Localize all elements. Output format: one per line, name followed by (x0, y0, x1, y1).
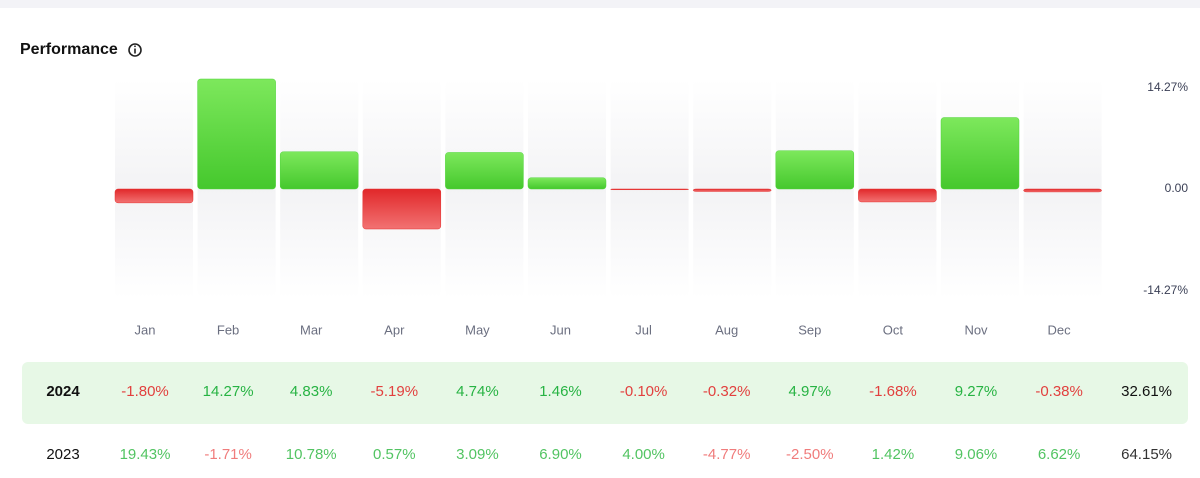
x-tick-label: Sep (798, 322, 821, 337)
table-cell: 2024 (46, 383, 80, 400)
x-tick-label: Mar (300, 322, 323, 337)
table-cell: -5.19% (371, 383, 419, 400)
table-cell: 64.15% (1121, 446, 1172, 463)
table-cell: 1.46% (539, 383, 582, 400)
table-cell: -4.77% (703, 446, 751, 463)
table-cell: -2.50% (786, 446, 834, 463)
x-tick-label: Feb (217, 322, 239, 337)
table-cell: 32.61% (1121, 383, 1172, 400)
x-tick-label: Apr (384, 322, 405, 337)
table-cell: 6.62% (1038, 446, 1081, 463)
table-cell: 4.74% (456, 383, 499, 400)
x-tick-label: Dec (1048, 322, 1072, 337)
x-tick-label: Aug (715, 322, 738, 337)
table-cell: 4.97% (789, 383, 832, 400)
bar (610, 188, 689, 191)
bar (940, 117, 1020, 190)
table-cell: -0.38% (1035, 383, 1083, 400)
highlight-row (22, 362, 1188, 424)
table-cell: 19.43% (120, 446, 171, 463)
bar (775, 150, 855, 190)
bar (692, 188, 772, 192)
bar (362, 188, 442, 230)
table-cell: -1.68% (869, 383, 917, 400)
bar (1023, 188, 1102, 193)
x-tick-label: Jun (550, 322, 571, 337)
bar (197, 78, 276, 190)
y-tick-label: -14.27% (1143, 283, 1188, 297)
bar (445, 152, 524, 190)
table-cell: -0.32% (703, 383, 751, 400)
x-tick-label: Jan (135, 322, 156, 337)
bar (279, 151, 359, 190)
table-cell: -0.10% (620, 383, 668, 400)
table-cell: -1.71% (204, 446, 252, 463)
table-cell: 3.09% (456, 446, 499, 463)
table-cell: 4.00% (622, 446, 665, 463)
table-cell: 4.83% (290, 383, 333, 400)
table-cell: 9.06% (955, 446, 998, 463)
title: Performance (20, 41, 118, 58)
y-tick-label: 0.00 (1165, 181, 1189, 195)
x-tick-label: May (465, 322, 490, 337)
bar (858, 188, 937, 203)
table-cell: 1.42% (872, 446, 915, 463)
bar (527, 177, 607, 190)
x-tick-label: Oct (883, 322, 904, 337)
table-cell: 10.78% (286, 446, 337, 463)
table-cell: 6.90% (539, 446, 582, 463)
y-tick-label: 14.27% (1147, 80, 1188, 94)
table-cell: 2023 (46, 446, 79, 463)
x-tick-label: Jul (635, 322, 652, 337)
table-cell: 0.57% (373, 446, 416, 463)
info-icon[interactable] (128, 43, 142, 57)
top-strip (0, 0, 1200, 8)
table-cell: 14.27% (203, 383, 254, 400)
x-tick-label: Nov (964, 322, 988, 337)
bar (114, 188, 194, 204)
table-cell: 9.27% (955, 383, 998, 400)
table-cell: -1.80% (121, 383, 169, 400)
